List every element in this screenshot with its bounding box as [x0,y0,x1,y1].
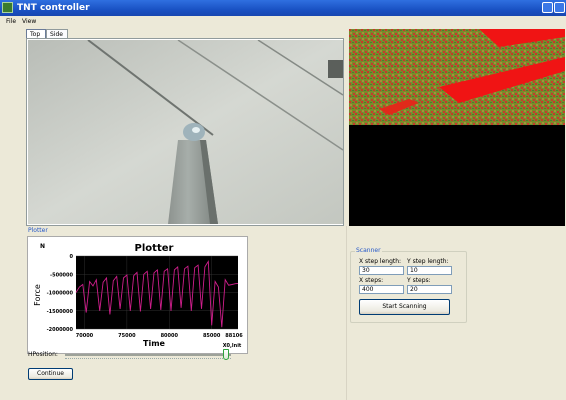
maximize-button[interactable] [542,2,553,13]
x-tick-label: 70000 [76,333,94,339]
x-steps-label: X steps: [359,277,384,284]
scanner-group [350,251,467,323]
scanner-group-title: Scanner [355,247,382,255]
close-button[interactable] [554,2,565,13]
scan-image [349,29,565,226]
y-tick-label: 0 [70,254,74,260]
x-tick-label: 80000 [161,333,179,339]
tab-top[interactable]: Top [26,29,46,38]
camera-image [28,40,343,224]
y-tick-label: -2000000 [47,327,74,333]
x-tick-label: 88106 [225,333,243,339]
plotter-chart-frame: N Plotter 0 -500000 -1000000 -1500000 -20000… [27,236,248,354]
panel-divider [346,226,347,400]
camera-view [28,40,343,224]
y-step-length-field[interactable] [407,266,452,275]
x-tick-label: 85000 [203,333,221,339]
x-tick-label: 75000 [118,333,136,339]
y-tick-label: -1500000 [47,309,74,315]
x-unit-label: X0,lnit [223,343,242,349]
y-tick-label: -500000 [50,272,73,278]
window-title: TNT controller [17,3,90,13]
continue-button[interactable]: Continue [28,368,73,380]
app-icon [2,2,13,13]
hposition-label: HPosition: [28,351,58,358]
plotter-chart: N Plotter 0 -500000 -1000000 -1500000 -20000… [28,237,247,353]
hposition-slider-thumb[interactable] [223,349,229,360]
menu-view[interactable]: View [22,18,37,25]
y-axis-label: Force [33,284,42,306]
tab-side[interactable]: Side [46,29,68,38]
y-step-length-label: Y step length: [407,258,449,265]
x-step-length-field[interactable] [359,266,404,275]
start-scanning-button[interactable]: Start Scanning [359,299,450,315]
chart-corner-label: N [40,243,45,250]
y-steps-field[interactable] [407,285,452,294]
x-step-length-label: X step length: [359,258,402,265]
y-tick-label: -1000000 [47,291,74,297]
hposition-slider-track[interactable] [65,354,231,356]
x-axis-label: Time [143,339,166,348]
series-line-force [75,260,239,328]
hposition-slider-ticks [65,358,231,361]
plotter-section-label: Plotter [28,227,48,234]
menu-file[interactable]: File [6,18,17,25]
menu-bar: File View [0,16,566,27]
x-steps-field[interactable] [359,285,404,294]
y-steps-label: Y steps: [407,277,431,284]
chart-title: Plotter [135,243,174,254]
title-bar: TNT controller [0,0,566,16]
